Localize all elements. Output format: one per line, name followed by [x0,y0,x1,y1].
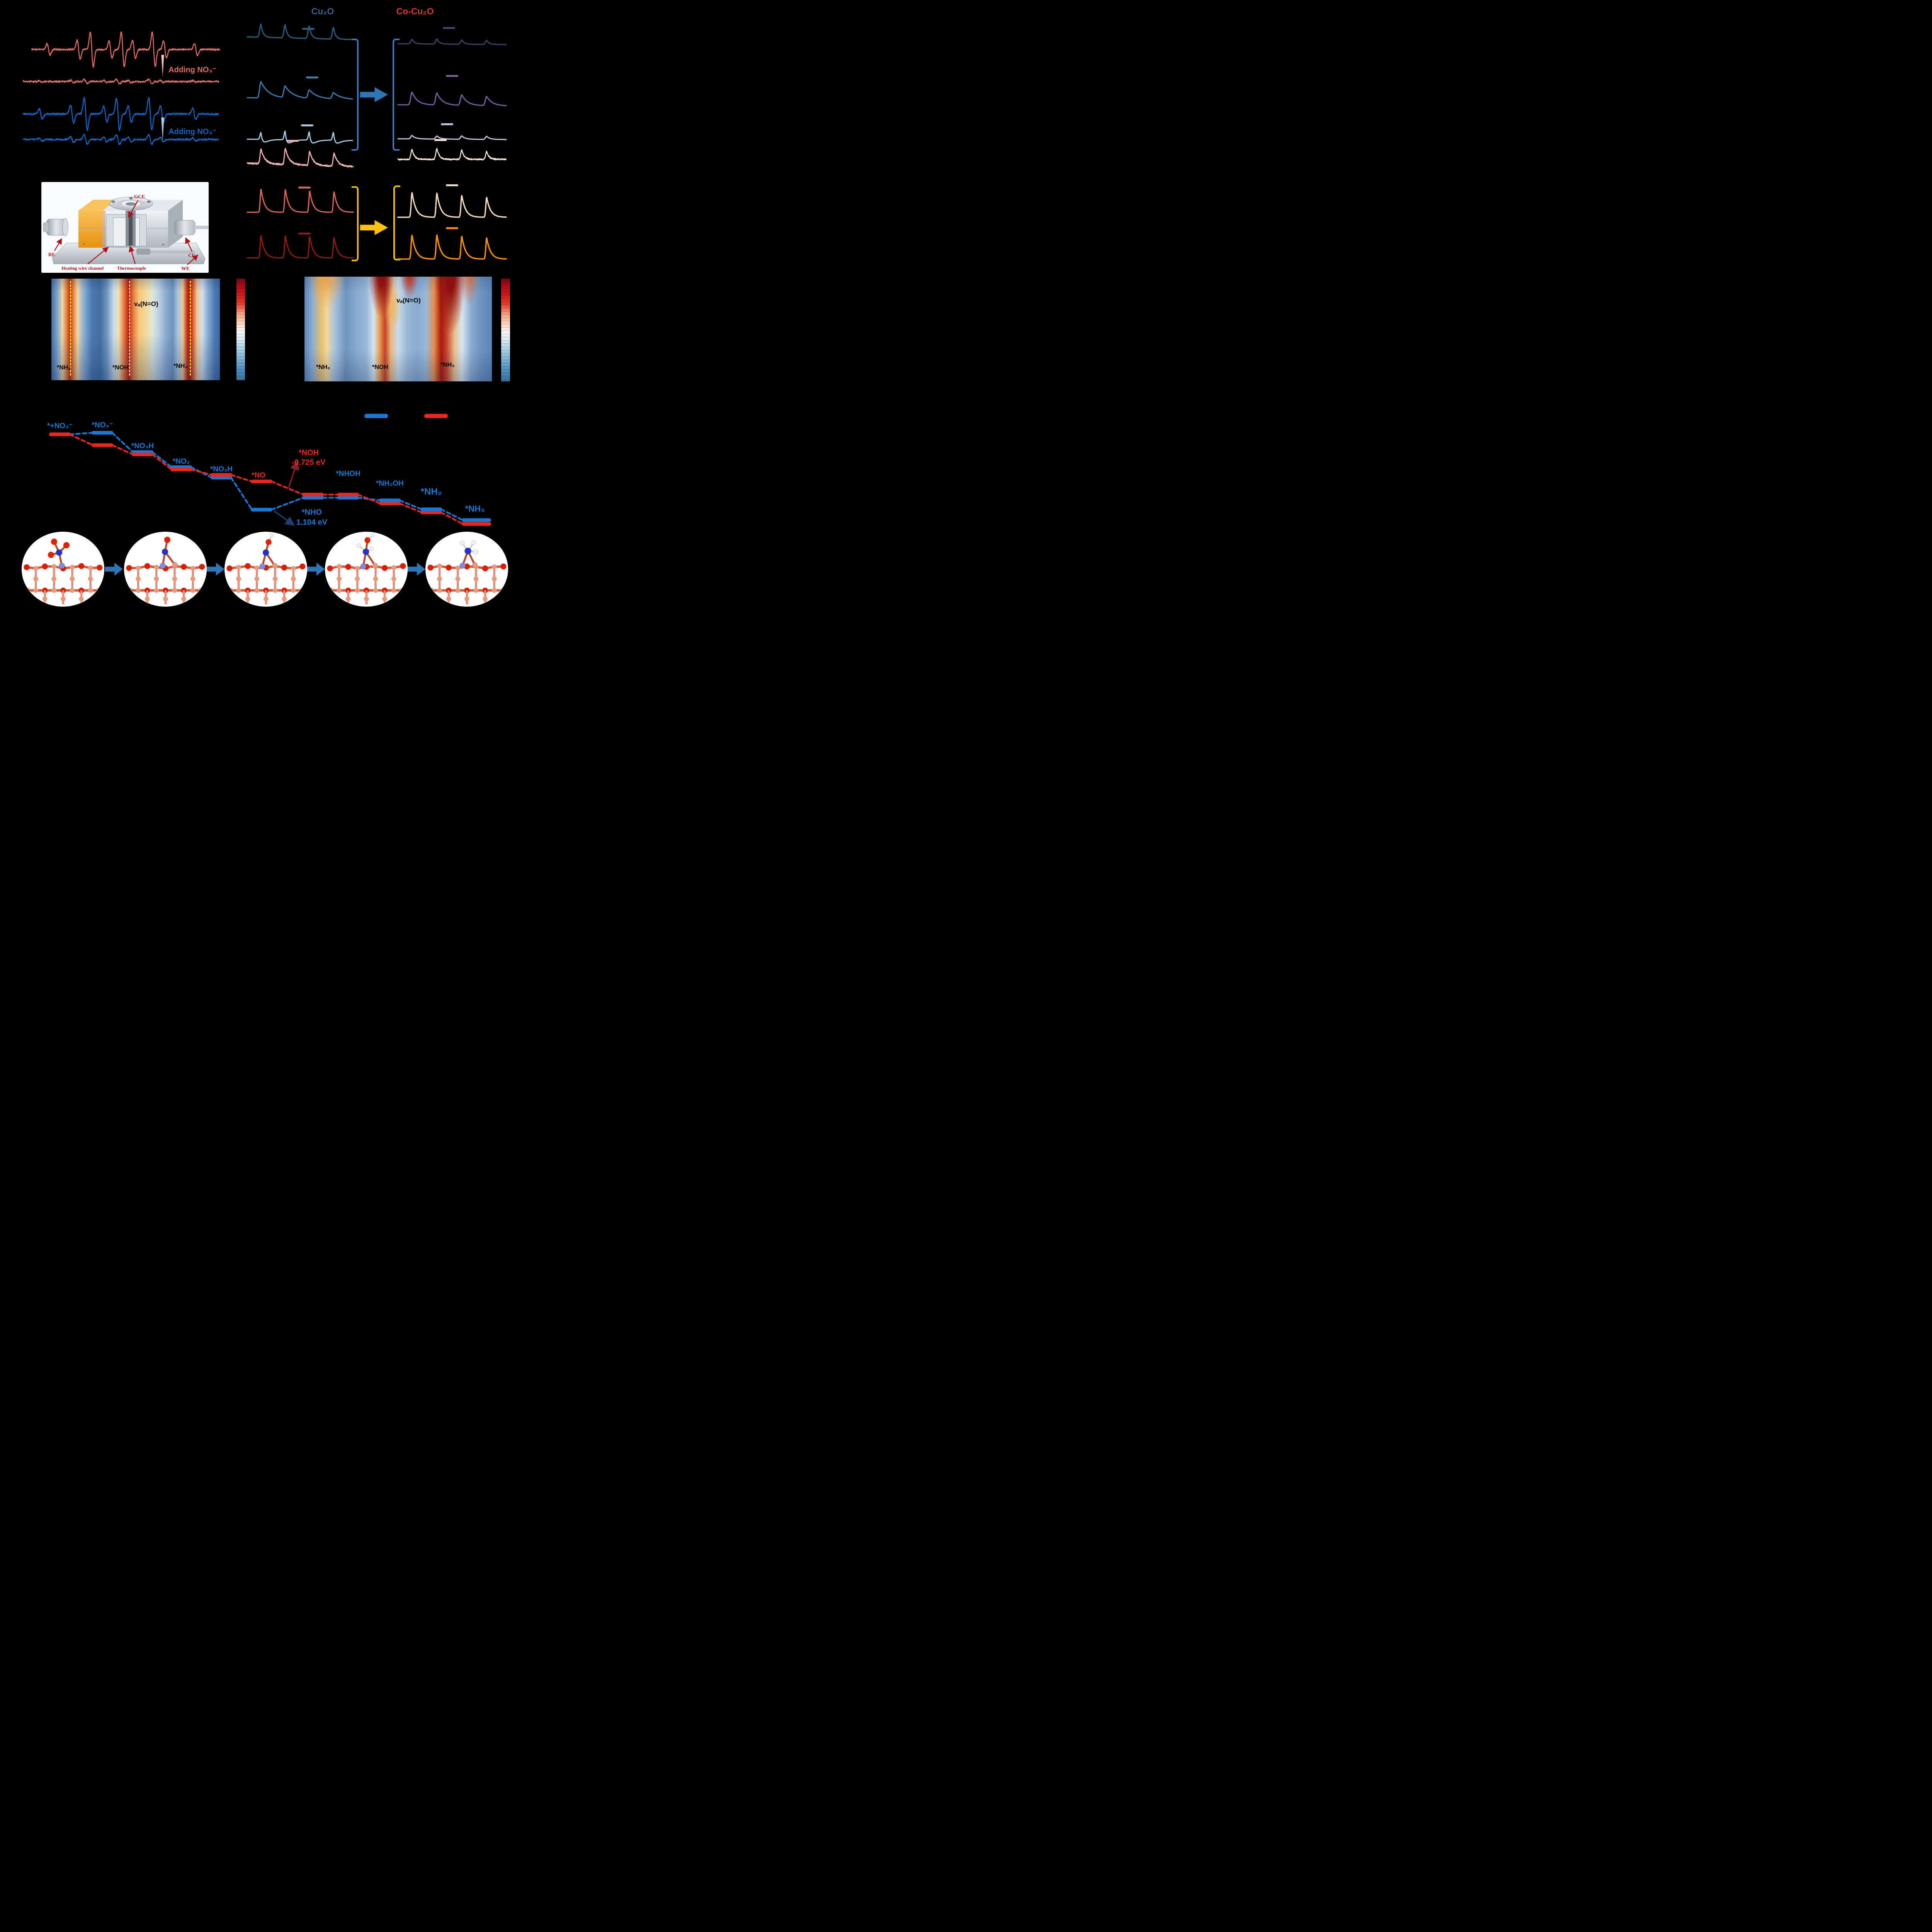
svg-text:*NO₂: *NO₂ [173,457,190,466]
scale-bar [443,27,455,29]
arrow-step-4-5 [408,563,425,576]
transient-trace-lt-cream-noisy [397,148,507,161]
guide-line [70,281,71,376]
device-label-heating-wire-channel: Heating wire channel [61,265,104,271]
svg-text:*+NO₃⁻: *+NO₃⁻ [47,422,73,430]
scale-bar [441,123,453,125]
svg-text:-0.725 eV: -0.725 eV [292,458,326,467]
scale-bar [298,187,311,189]
band-label-nh3: *NH₃ [173,363,188,369]
device-render [41,182,209,273]
transient-trace-lt-orange [397,234,507,260]
device-photo: GCE RE CE WE Heating wire channel Thermo… [41,182,209,273]
scale-bar [434,139,447,141]
mode-label: vₐ(N=O) [396,297,421,304]
svg-text:*NO₃⁻: *NO₃⁻ [92,421,113,429]
svg-text:*NHO: *NHO [302,508,322,517]
figure-canvas: Adding NO₃⁻ Adding NO₃⁻ Cu₂O Co-Cu₂O [0,0,527,622]
scale-bar [286,140,299,142]
adding-no3-label-red: Adding NO₃⁻ [168,66,217,74]
panel-title-cu2o: Cu₂O [311,6,334,16]
adding-no3-arrow-blue [161,117,164,142]
device-label-thermocouple: Thermocouple [117,265,146,271]
bracket-lt-left-group [352,186,359,261]
transient-trace-cocu2o-3 [397,135,507,140]
guide-line [190,281,191,376]
device-label-we: WE [181,265,190,271]
colorbar-cu2o [236,279,245,380]
transient-trace-lt-pink [247,148,354,168]
heatmap-cu2o: *NH₂ *NOH *NH₃ vₐ(N=O) [51,279,220,380]
scale-bar [306,77,318,78]
device-label-re: RE [48,252,56,257]
adding-no3-label-blue: Adding NO₃⁻ [168,128,217,136]
device-label-ce: CE [188,252,196,258]
epr-trace-cu2o-before [31,31,220,68]
colorbar-cocu2o [501,279,510,381]
arrow-cu2o-to-cocu2o [360,87,388,102]
transient-trace-lt-cream [397,192,507,218]
scale-bar [298,233,311,235]
bracket-cocu2o [393,39,400,151]
scale-bar [446,227,458,229]
epr-trace-cocu2o-before [22,97,219,131]
band-label-noh: *NOH [372,364,388,371]
structure-step-nh3 [425,532,508,607]
transient-trace-lt-darkred [247,235,354,259]
arrow-step-1-2 [105,563,123,576]
band-label-noh: *NOH [112,364,129,371]
transient-trace-cu2o-1 [247,24,353,41]
epr-trace-cocu2o-after [22,133,219,145]
transient-trace-cu2o-3 [247,130,353,144]
arrow-step-3-4 [307,563,325,576]
transient-trace-lt-salmon [247,189,354,213]
epr-trace-cu2o-after [22,78,219,85]
structure-step-nhoh [325,532,408,607]
heatmap-cocu2o: *NH₂ *NOH *NH₃ vₐ(N=O) [304,277,492,381]
svg-text:*NHOH: *NHOH [336,470,360,478]
transient-trace-cocu2o-2 [397,92,507,106]
mode-label: vₐ(N=O) [134,300,158,308]
device-annotation-arrows [54,200,199,265]
transient-trace-cu2o-2 [247,81,353,100]
scale-bar [446,184,458,186]
band-label-nh2: *NH₂ [57,364,71,371]
svg-text:*NH₂OH: *NH₂OH [376,480,404,488]
svg-text:*NO₃H: *NO₃H [131,442,154,450]
structure-step-noh [224,532,307,607]
panel-title-cocu2o: Co-Cu₂O [396,6,434,16]
arrow-step-2-3 [207,563,224,576]
svg-text:*NO₂H: *NO₂H [210,465,233,473]
free-energy-diagram: *+NO₃⁻ *NO₃⁻ *NO₃H *NO₂ *NO₂H *NO *NHOH *NH₂OH *… [47,414,491,527]
arrow-lt-group [360,220,388,235]
svg-text:*NH₂: *NH₂ [421,486,442,497]
device-label-gce: GCE [134,194,145,199]
bracket-lt-right-group [393,185,400,260]
scale-bar [301,124,313,126]
adding-no3-arrow-red [161,55,164,77]
band-label-nh2: *NH₂ [316,364,330,371]
guide-line [129,281,130,376]
bracket-cu2o [352,39,359,151]
structure-step-no3 [22,532,104,607]
band-label-nh3: *NH₃ [440,362,455,368]
svg-text:1.104 eV: 1.104 eV [296,518,328,527]
svg-text:*NH₃: *NH₃ [465,504,485,514]
transient-trace-cocu2o-1 [397,38,507,45]
structure-step-no2 [124,532,207,607]
svg-text:*NO: *NO [252,471,265,480]
scale-bar [446,75,458,77]
svg-text:*NOH: *NOH [299,449,319,457]
